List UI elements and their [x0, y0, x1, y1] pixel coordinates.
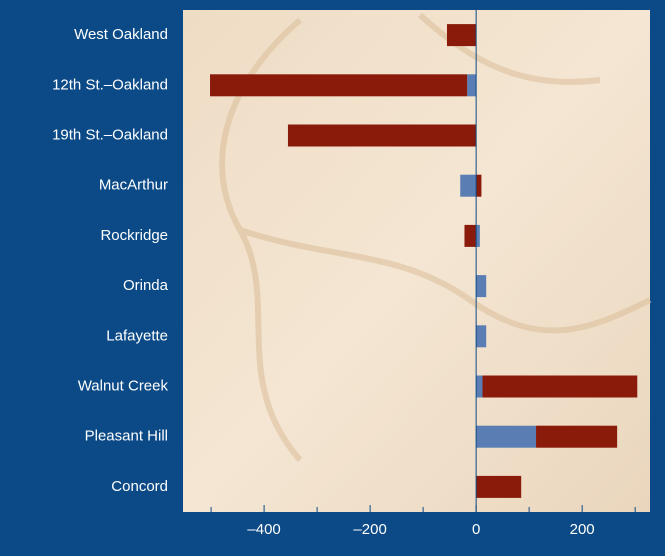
bar — [446, 24, 477, 47]
category-label: Walnut Creek — [78, 377, 169, 394]
category-label: 19th St.–Oakland — [52, 126, 168, 143]
x-tick-label: 200 — [570, 521, 595, 538]
x-tick-label: –200 — [353, 521, 386, 538]
bar — [287, 124, 477, 147]
bar — [476, 224, 480, 247]
category-label: Pleasant Hill — [85, 428, 168, 445]
category-label: Orinda — [123, 277, 169, 294]
category-label: Lafayette — [106, 327, 168, 344]
bar — [464, 224, 477, 247]
x-tick-label: –400 — [247, 521, 280, 538]
bar — [476, 275, 487, 298]
bar — [467, 74, 477, 97]
category-label: 12th St.–Oakland — [52, 76, 168, 93]
category-label: MacArthur — [99, 177, 168, 194]
bar — [476, 425, 537, 448]
bar — [460, 174, 477, 197]
category-label: Rockridge — [100, 227, 168, 244]
category-label: West Oakland — [74, 26, 168, 43]
bar — [210, 74, 468, 97]
bar — [536, 425, 618, 448]
category-label: Concord — [111, 478, 168, 495]
bar — [482, 375, 638, 398]
bar — [476, 375, 483, 398]
bar — [476, 475, 522, 498]
bar — [476, 325, 487, 348]
bar — [476, 174, 482, 197]
x-tick-label: 0 — [472, 521, 480, 538]
